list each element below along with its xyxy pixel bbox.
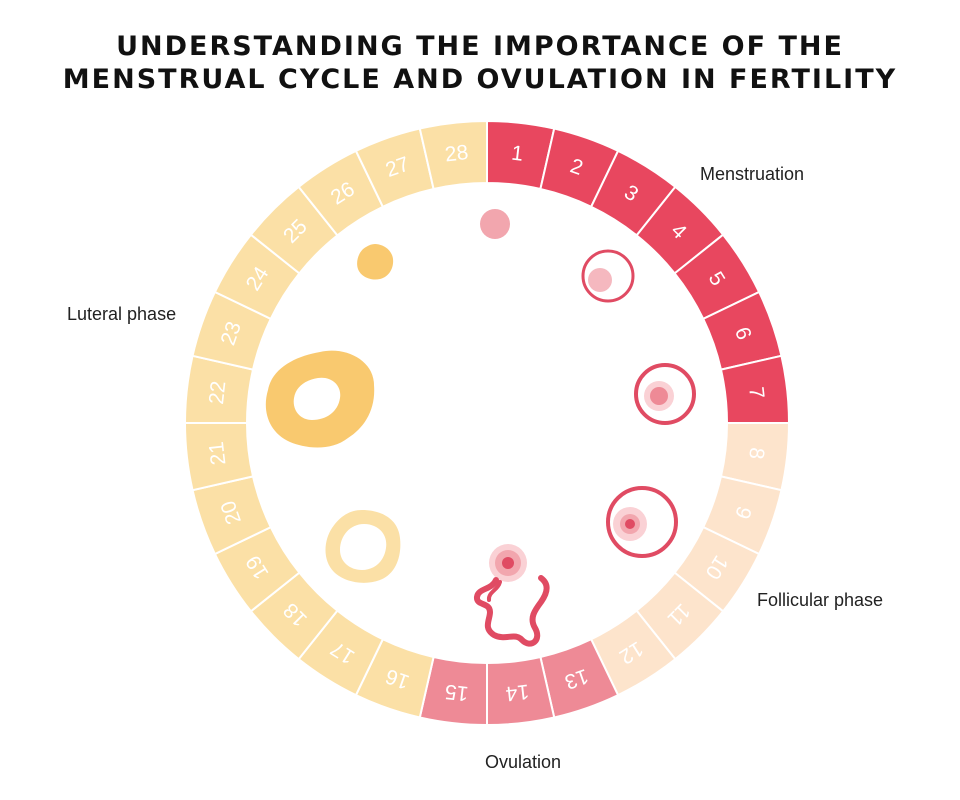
follicle-stage-4-icon [606,486,678,558]
day-label-21: 21 [205,440,230,466]
corpus-luteum-small-icon [357,244,394,280]
day-label-7: 7 [744,386,768,400]
label-ovulation: Ovulation [485,752,561,772]
cycle-ring: 1234567891011121314151617181920212223242… [183,119,791,727]
day-label-8: 8 [744,446,768,460]
day-label-1: 1 [510,142,524,166]
page-title: UNDERSTANDING THE IMPORTANCE OF THE MENS… [0,30,960,96]
follicle-stage-2-icon [581,249,635,303]
ovulation-egg-icon [474,544,550,647]
follicle-stage-3-icon [634,363,696,425]
day-label-15: 15 [444,680,470,705]
label-luteal: Luteral phase [67,304,176,324]
label-menstruation: Menstruation [700,164,804,184]
label-follicular: Follicular phase [757,590,883,610]
title-line-2: MENSTRUAL CYCLE AND OVULATION IN FERTILI… [62,64,898,95]
corpus-luteum-medium-icon [325,510,401,583]
corpus-luteum-large-icon [265,350,375,448]
day-label-14: 14 [504,680,530,706]
title-line-1: UNDERSTANDING THE IMPORTANCE OF THE [116,31,844,62]
follicle-stage-1-icon [480,209,510,239]
day-segment-28 [418,119,488,191]
day-label-28: 28 [444,141,470,166]
day-label-22: 22 [205,380,230,406]
